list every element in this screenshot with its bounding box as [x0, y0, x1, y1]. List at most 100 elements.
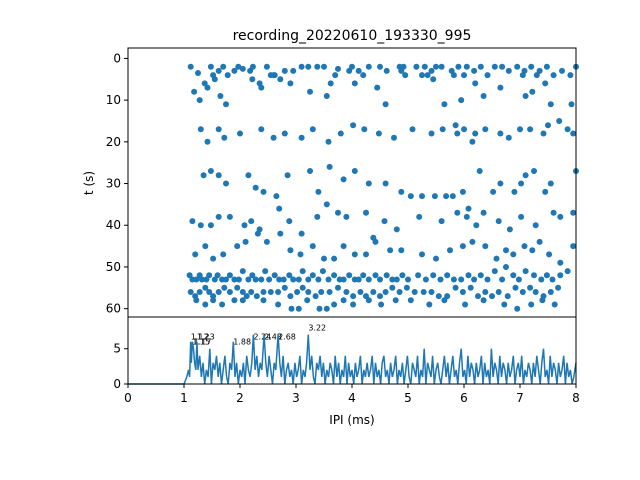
raster-point — [304, 297, 311, 304]
raster-point — [471, 67, 478, 74]
raster-point — [407, 193, 414, 200]
raster-point — [284, 172, 291, 179]
raster-point — [465, 205, 472, 212]
raster-point — [527, 284, 534, 291]
raster-point — [407, 297, 414, 304]
raster-point — [469, 138, 476, 145]
raster-point — [350, 301, 357, 308]
raster-point — [349, 63, 355, 70]
raster-point — [241, 222, 248, 229]
raster-point — [305, 289, 312, 295]
raster-point — [510, 272, 517, 279]
raster-point — [298, 230, 305, 237]
raster-point — [539, 297, 546, 304]
raster-point — [469, 238, 476, 245]
raster-point — [288, 305, 295, 312]
raster-point — [207, 63, 214, 70]
raster-point — [221, 284, 228, 291]
raster-point — [202, 301, 209, 308]
raster-point — [323, 201, 330, 208]
raster-point — [532, 222, 539, 229]
raster-point — [202, 284, 209, 291]
raster-point — [428, 130, 435, 137]
raster-point — [437, 276, 444, 283]
raster-point — [497, 130, 504, 137]
raster-point — [309, 126, 316, 133]
raster-point — [307, 168, 313, 174]
ipi-x-tick-label: 8 — [572, 391, 580, 405]
raster-point — [557, 272, 564, 279]
raster-point — [514, 63, 521, 70]
raster-point — [550, 209, 557, 216]
raster-point — [450, 276, 457, 283]
raster-point — [223, 180, 229, 187]
raster-point — [419, 193, 425, 200]
raster-point — [463, 63, 470, 70]
ipi-annotation: 2.68 — [278, 333, 296, 342]
raster-point — [239, 297, 246, 304]
raster-point — [493, 255, 500, 262]
raster-point — [327, 80, 334, 87]
raster-point — [295, 305, 302, 312]
raster-point — [196, 97, 203, 104]
raster-point — [505, 67, 512, 74]
raster-point — [459, 188, 466, 195]
raster-point — [419, 72, 425, 79]
raster-point — [461, 126, 467, 133]
raster-point — [396, 289, 403, 295]
raster-y-tick-label: 30 — [106, 177, 121, 191]
raster-point — [567, 72, 574, 79]
raster-point — [426, 301, 433, 308]
raster-point — [549, 276, 556, 283]
raster-point — [472, 130, 479, 137]
raster-point — [476, 168, 483, 174]
raster-point — [299, 268, 306, 275]
raster-point — [210, 293, 217, 300]
raster-point — [192, 251, 199, 258]
raster-point — [365, 297, 372, 304]
raster-point — [340, 276, 347, 283]
raster-point — [416, 213, 423, 220]
raster-point — [547, 101, 554, 108]
raster-point — [528, 63, 535, 70]
raster-point — [316, 305, 323, 312]
raster-point — [564, 268, 571, 275]
raster-point — [253, 293, 260, 300]
raster-point — [309, 272, 316, 279]
raster-point — [400, 63, 407, 70]
raster-point — [211, 76, 218, 83]
raster-point — [260, 289, 267, 295]
raster-point — [381, 218, 388, 225]
raster-point — [331, 301, 338, 308]
raster-point — [515, 276, 522, 283]
raster-point — [424, 72, 431, 79]
raster-point — [510, 251, 517, 258]
raster-point — [428, 67, 435, 74]
raster-point — [237, 130, 243, 137]
raster-point — [351, 80, 358, 87]
raster-point — [465, 272, 472, 279]
raster-point — [350, 293, 357, 300]
raster-point — [514, 305, 521, 312]
ipi-series-line — [128, 334, 577, 385]
raster-point — [459, 289, 466, 295]
raster-point — [361, 126, 368, 133]
raster-point — [287, 80, 294, 87]
raster-point — [490, 188, 497, 195]
raster-point — [363, 209, 369, 216]
raster-point — [270, 134, 277, 141]
raster-point — [405, 276, 411, 283]
raster-point — [570, 130, 577, 137]
raster-point — [243, 293, 250, 300]
raster-point — [337, 130, 344, 137]
raster-point — [522, 268, 529, 275]
raster-point — [409, 126, 416, 133]
raster-point — [340, 176, 347, 183]
raster-point — [521, 243, 528, 250]
raster-point — [519, 72, 526, 79]
raster-point — [422, 276, 429, 283]
raster-point — [450, 72, 457, 79]
raster-point — [276, 205, 283, 212]
raster-point — [266, 276, 273, 283]
raster-point — [252, 184, 259, 191]
